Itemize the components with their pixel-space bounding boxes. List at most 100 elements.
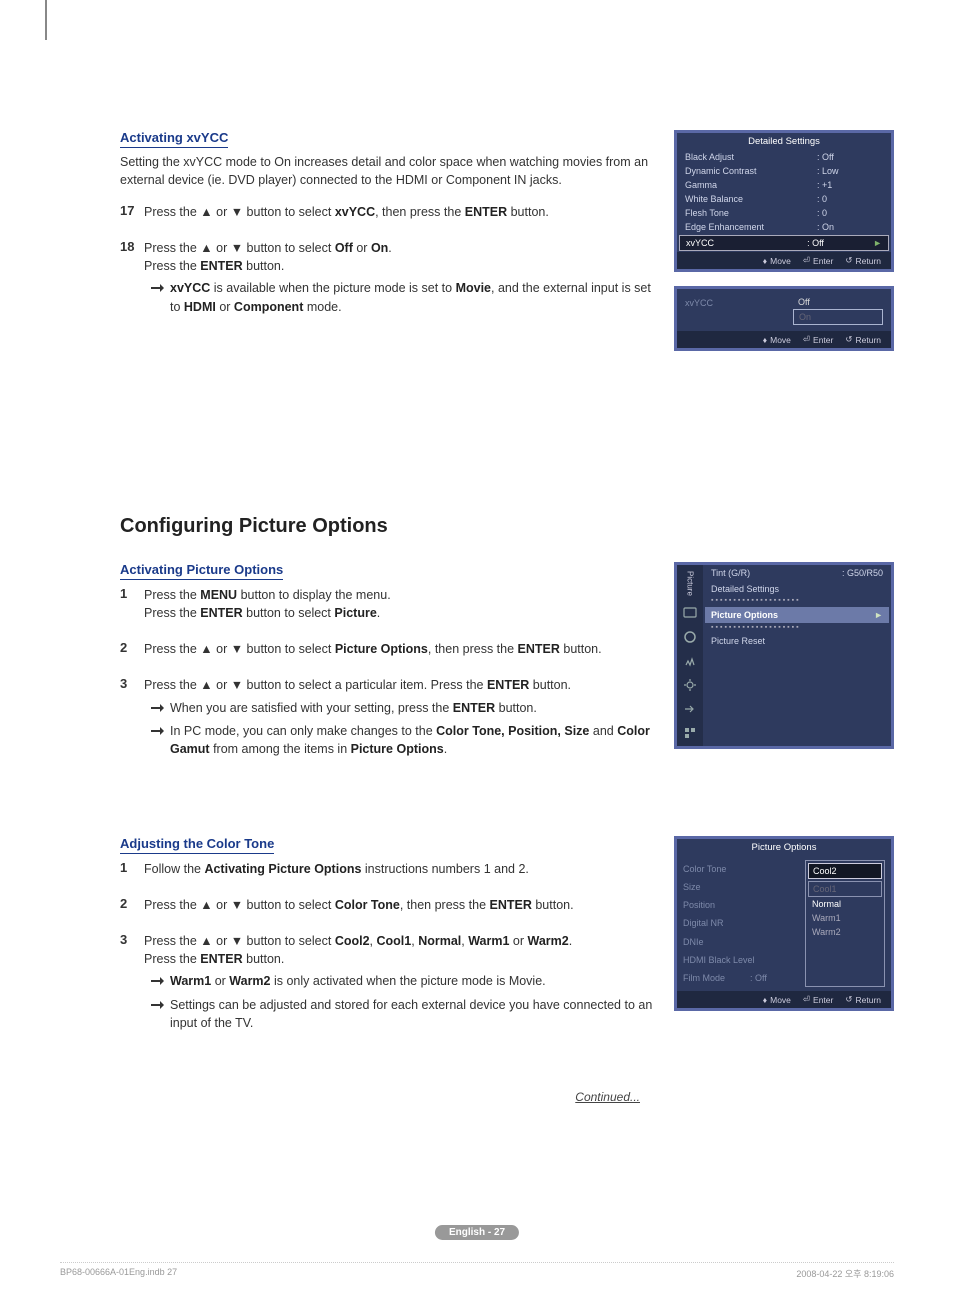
hint-enter: ⏎ Enter [803,994,833,1005]
step-body: Press the ▲ or ▼ button to select Color … [144,896,654,914]
t: button. [560,642,602,656]
osd-label: Size [683,878,797,896]
osd-title: Picture Options [677,839,891,856]
hint-return: ↺ Return [845,255,881,266]
note-arrow-icon [144,996,170,1032]
step-number: 17 [120,203,144,221]
osd-value: : 0 [813,194,883,204]
step-number: 3 [120,932,144,1032]
osd-label: Color Tone [683,860,797,878]
footer-timestamp: 2008-04-22 오후 8:19:06 [796,1267,894,1280]
t: from among the items in [210,742,351,756]
osd-label: Gamma [685,180,813,190]
osd-value: : 0 [813,208,883,218]
osd-picture-options: Picture Options Color Tone Size Position… [674,836,894,1011]
note-body: xvYCC is available when the picture mode… [170,279,654,315]
osd-label: DNIe [683,933,797,951]
osd-label: Picture Options [711,610,874,620]
t: Off [335,241,353,255]
section-title-xvycc: Activating xvYCC [120,130,228,148]
t: Press the ▲ or ▼ button to select [144,898,335,912]
note-body: When you are satisfied with your setting… [170,699,654,718]
note-arrow-icon [144,722,170,758]
t: ENTER [465,205,507,219]
t: , then press the [400,898,490,912]
t: button. [507,205,549,219]
osd-label: xvYCC [686,238,803,248]
t: Press the [144,606,200,620]
step-number: 2 [120,640,144,658]
t: instructions numbers 1 and 2. [361,862,528,876]
t: . [444,742,447,756]
gear-icon [683,678,697,692]
t: button. [243,952,285,966]
osd-value: : Off [813,152,883,162]
step-body: Press the ▲ or ▼ button to select Cool2,… [144,932,654,1032]
t: or [353,241,371,255]
step-2: 2 Press the ▲ or ▼ button to select Pict… [120,640,654,658]
osd-label: Digital NR [683,914,797,932]
osd-value: : Low [813,166,883,176]
hint-return: ↺ Return [845,994,881,1005]
t: In PC mode, you can only make changes to… [170,724,436,738]
osd-keys: Color Tone Size Position Digital NR DNIe… [683,860,797,987]
t: Follow the [144,862,204,876]
t: Color Tone, Position, Size [436,724,589,738]
tv-icon [683,606,697,620]
dots: ▪▪▪▪▪▪▪▪▪▪▪▪▪▪▪▪▪▪▪▪ [711,597,801,606]
step-body: Follow the Activating Picture Options in… [144,860,654,878]
osd-category-tabs: Picture [677,565,703,746]
t: Return [855,995,881,1005]
t: Press the ▲ or ▼ button to select a part… [144,678,487,692]
osd-option: Normal [808,897,882,911]
t: On [371,241,388,255]
chevron-right-icon: ► [874,610,883,620]
t: button to select [243,606,335,620]
osd-option: Warm2 [808,925,882,939]
osd-row-selected: Picture Options► [705,607,889,623]
t: Normal [418,934,461,948]
t: Move [770,256,791,266]
heading-configuring-picture-options: Configuring Picture Options [120,515,894,538]
t: button. [532,898,574,912]
step-number: 1 [120,860,144,878]
note-body: Settings can be adjusted and stored for … [170,996,654,1032]
section-title-activating-picture-options: Activating Picture Options [120,562,283,580]
t: xvYCC [335,205,375,219]
osd-label: Detailed Settings [711,584,883,594]
osd-row: Tint (G/R): G50/R50 [703,565,891,581]
osd-title: Detailed Settings [677,133,891,150]
t: ENTER [200,606,242,620]
t: or [216,300,234,314]
osd-footer: ♦ Move ⏎ Enter ↺ Return [677,252,891,269]
step-number: 18 [120,239,144,316]
t: Press the [144,952,200,966]
chevron-right-icon: ► [873,238,882,248]
t: button to display the menu. [237,588,391,602]
t: Picture [334,606,376,620]
t: Press the ▲ or ▼ button to select [144,241,335,255]
dots: ▪▪▪▪▪▪▪▪▪▪▪▪▪▪▪▪▪▪▪▪ [711,624,801,633]
signal-icon [683,654,697,668]
step-body: Press the ▲ or ▼ button to select Pictur… [144,640,654,658]
t: , then press the [428,642,518,656]
osd-label: Black Adjust [685,152,813,162]
t: Picture Options [335,642,428,656]
step-1: 1 Follow the Activating Picture Options … [120,860,654,878]
t: Component [234,300,303,314]
continued-label: Continued... [120,1090,640,1104]
t: Film Mode [683,973,725,983]
note-arrow-icon [144,699,170,718]
t: Warm1 [170,974,211,988]
t: Warm2 [229,974,270,988]
t: Press the ▲ or ▼ button to select [144,205,335,219]
step-3: 3 Press the ▲ or ▼ button to select Cool… [120,932,654,1032]
t: HDMI [184,300,216,314]
step-17: 17 Press the ▲ or ▼ button to select xvY… [120,203,654,221]
t: is only activated when the picture mode … [271,974,546,988]
step-2: 2 Press the ▲ or ▼ button to select Colo… [120,896,654,914]
t: Enter [813,335,833,345]
osd-row: Black Adjust: Off [677,150,891,164]
t: Press the [144,588,200,602]
print-footer: BP68-00666A-01Eng.indb 27 2008-04-22 오후 … [60,1262,894,1280]
